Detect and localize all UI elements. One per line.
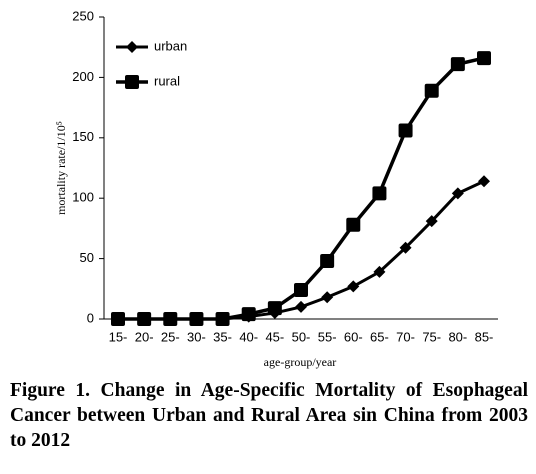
marker: [398, 123, 413, 138]
marker: [163, 312, 178, 326]
x-tick-label: 50-: [292, 329, 311, 344]
x-tick-label: 45-: [265, 329, 284, 344]
x-tick-label: 35-: [213, 329, 232, 344]
x-tick-label: 25-: [161, 329, 180, 344]
marker: [478, 175, 490, 188]
marker: [125, 75, 139, 89]
x-tick-label: 70-: [396, 329, 415, 344]
marker: [215, 312, 230, 326]
x-tick-label: 30-: [187, 329, 206, 344]
y-tick-label: 100: [72, 190, 94, 205]
marker: [267, 301, 282, 316]
marker: [137, 312, 152, 326]
marker: [425, 215, 438, 228]
marker: [189, 312, 204, 326]
caption: Figure 1. Change in Age-Specific Mortali…: [10, 380, 528, 451]
y-axis-label: mortality rate/1/10⁵: [54, 121, 68, 215]
legend-label: rural: [154, 73, 180, 88]
marker: [320, 254, 335, 269]
marker: [424, 83, 439, 98]
y-tick-label: 200: [72, 69, 94, 84]
marker: [372, 186, 387, 201]
series-line: [118, 179, 485, 321]
y-tick-label: 250: [72, 8, 94, 23]
marker: [347, 280, 360, 293]
x-tick-label: 55-: [318, 329, 337, 344]
marker: [321, 291, 334, 304]
x-tick-label: 15-: [109, 329, 128, 344]
chart: mortality rate/1/10⁵ age-group/year 0 50 1…: [54, 8, 498, 369]
x-axis-label: age-group/year: [264, 355, 337, 369]
marker: [373, 265, 386, 278]
x-tick-label: 75-: [422, 329, 441, 344]
marker: [241, 307, 256, 322]
legend-label: urban: [154, 38, 187, 53]
x-tick-label: 80-: [448, 329, 467, 344]
marker: [126, 41, 138, 53]
marker: [477, 51, 491, 66]
marker: [295, 300, 307, 313]
x-tick-label: 85-: [475, 329, 494, 344]
y-tick-label: 0: [87, 310, 94, 325]
x-tick-label: 40-: [239, 329, 258, 344]
marker: [399, 241, 412, 254]
marker: [111, 312, 125, 326]
marker: [294, 283, 308, 298]
y-tick-label: 50: [80, 250, 94, 265]
x-tick-label: 60-: [344, 329, 363, 344]
x-tick-label: 20-: [135, 329, 154, 344]
marker: [346, 217, 361, 232]
x-tick-label: 65-: [370, 329, 389, 344]
marker: [451, 187, 464, 200]
marker: [450, 57, 465, 72]
y-tick-label: 150: [72, 129, 94, 144]
